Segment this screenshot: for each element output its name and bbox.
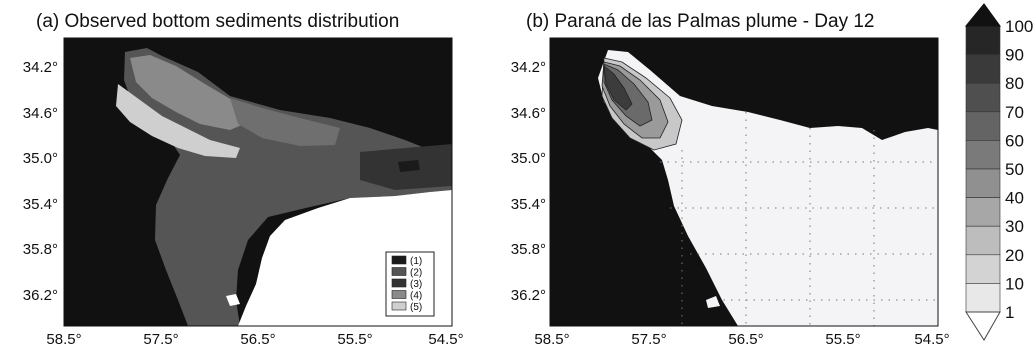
colorbar-bottom-arrow (965, 311, 1001, 341)
panel-b-title: (b) Paraná de las Palmas plume - Day 12 (526, 11, 875, 32)
colorbar-label-50: 50 (1005, 160, 1024, 179)
colorbar-band-2 (965, 54, 1001, 84)
a-ytick-4: 35.4° (23, 196, 58, 213)
a-ytick-5: 35.8° (23, 241, 58, 258)
sediment-class-4b (230, 98, 340, 146)
panel-a-title: (a) Observed bottom sediments distributi… (36, 11, 399, 32)
a-xtick-2: 57.5° (143, 331, 178, 348)
sediment-class-1 (398, 160, 420, 172)
legend-label-5: (5) (410, 302, 422, 313)
legend-label-1: (1) (410, 256, 422, 267)
colorbar-label-100: 100 (1005, 17, 1033, 36)
a-xtick-1: 58.5° (46, 331, 81, 348)
panel-a-legend: (1)(2)(3)(4)(5) (385, 251, 435, 317)
plume-contour-90 (603, 65, 633, 111)
colorbar-band-5 (965, 140, 1001, 170)
legend-swatch-2 (391, 267, 407, 276)
colorbar-label-40: 40 (1005, 189, 1024, 208)
panel-b-grid (660, 112, 938, 326)
a-ytick-6: 36.2° (23, 287, 58, 304)
colorbar-label-70: 70 (1005, 103, 1024, 122)
panel-b-map (549, 37, 939, 327)
b-ytick-2: 34.6° (511, 105, 546, 122)
legend-label-4: (4) (410, 291, 422, 302)
a-ytick-3: 35.0° (23, 150, 58, 167)
a-ytick-2: 34.6° (23, 105, 58, 122)
colorbar-band-4 (965, 111, 1001, 141)
colorbar-band-1 (965, 25, 1001, 55)
b-ytick-4: 35.4° (511, 196, 546, 213)
b-xtick-3: 56.5° (728, 331, 763, 348)
panel-b-x-axis: 58.5° 57.5° 56.5° 55.5° 54.5° (534, 331, 949, 348)
colorbar-top-arrow (964, 3, 1001, 27)
panel-a-map (63, 37, 453, 327)
b-xtick-5: 54.5° (914, 331, 949, 348)
legend-label-2: (2) (410, 268, 422, 279)
panel-a-y-axis: 34.2° 34.6° 35.0° 35.4° 35.8° 36.2° (23, 59, 58, 304)
b-ytick-6: 36.2° (511, 287, 546, 304)
legend-swatch-1 (391, 255, 407, 265)
colorbar-label-90: 90 (1005, 46, 1024, 65)
colorbar-band-10 (965, 283, 1001, 313)
a-ytick-1: 34.2° (23, 59, 58, 76)
colorbar-band-3 (965, 82, 1001, 113)
panel-a-islet (226, 294, 240, 306)
panel-a-x-axis: 58.5° 57.5° 56.5° 55.5° 54.5° (46, 331, 463, 348)
colorbar-band-9 (965, 254, 1001, 284)
b-ytick-5: 35.8° (511, 241, 546, 258)
colorbar-label-1: 1 (1005, 303, 1014, 322)
b-xtick-2: 57.5° (631, 331, 666, 348)
colorbar-label-30: 30 (1005, 217, 1024, 236)
legend-swatch-4 (391, 290, 407, 299)
b-ytick-3: 35.0° (511, 150, 546, 167)
colorbar-band-8 (965, 225, 1001, 256)
panel-b-water (598, 50, 938, 326)
colorbar-band-7 (965, 197, 1001, 227)
legend-swatch-3 (391, 278, 407, 288)
colorbar-label-20: 20 (1005, 246, 1024, 265)
a-xtick-4: 55.5° (337, 331, 372, 348)
sediment-class-5 (116, 84, 240, 158)
colorbar-label-60: 60 (1005, 131, 1024, 150)
sediment-class-4 (130, 55, 258, 130)
panel-b-y-axis: 34.2° 34.6° 35.0° 35.4° 35.8° 36.2° (511, 59, 546, 304)
colorbar-band-6 (965, 168, 1001, 198)
a-xtick-5: 54.5° (428, 331, 463, 348)
colorbar-label-80: 80 (1005, 74, 1024, 93)
b-xtick-4: 55.5° (825, 331, 860, 348)
legend-swatch-5 (391, 301, 407, 311)
panel-b-islet (706, 296, 720, 308)
b-xtick-1: 58.5° (534, 331, 569, 348)
b-ytick-1: 34.2° (511, 59, 546, 76)
colorbar: 100 90 80 70 60 50 40 30 20 10 1 (964, 3, 1033, 341)
legend-label-3: (3) (410, 279, 422, 290)
a-xtick-3: 56.5° (240, 331, 275, 348)
colorbar-label-10: 10 (1005, 274, 1024, 293)
